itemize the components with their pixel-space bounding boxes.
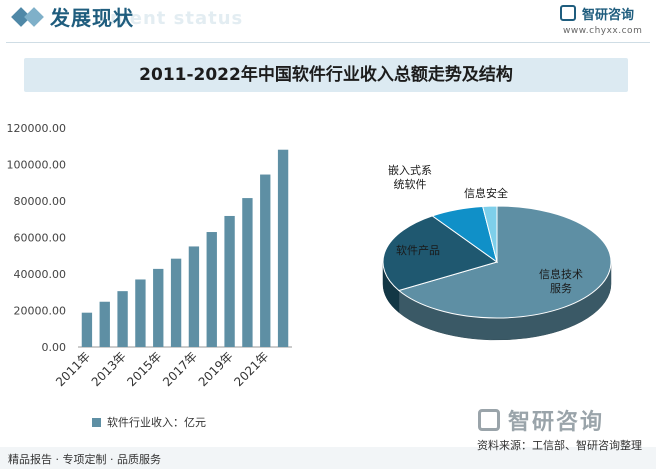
legend-swatch xyxy=(92,417,101,427)
page-footer: 精品报告 · 专项定制 · 品质服务 资料来源：工信部、智研咨询整理 xyxy=(0,439,656,469)
bar-2013年 xyxy=(117,291,128,347)
chart-legend: 软件行业收入：亿元 xyxy=(92,414,206,430)
x-tick-label: 2017年 xyxy=(160,349,200,389)
chart-title: 2011-2022年中国软件行业收入总额走势及结构 xyxy=(139,65,513,85)
y-tick-label: 60000.00 xyxy=(14,232,67,245)
pie-slice-信息安全 xyxy=(482,205,498,263)
bar-2019年 xyxy=(224,215,235,347)
chart-title-bar: 2011-2022年中国软件行业收入总额走势及结构 xyxy=(24,58,628,92)
footer-tagline: 精品报告 · 专项定制 · 品质服务 xyxy=(8,453,161,466)
bar-2021年 xyxy=(260,174,271,347)
brand-logo-icon xyxy=(478,409,500,431)
legend-label: 软件行业收入：亿元 xyxy=(107,416,206,429)
bar-2015年 xyxy=(153,268,164,347)
bar-2016年 xyxy=(170,258,182,347)
x-tick-label: 2015年 xyxy=(124,349,164,389)
header-title: 发展现状 xyxy=(50,6,134,30)
bar-2018年 xyxy=(206,232,217,347)
y-tick-label: 40000.00 xyxy=(14,268,67,281)
pie-label-嵌入式系统软件: 嵌入式系统软件 xyxy=(388,164,432,191)
y-tick-label: 0.00 xyxy=(42,341,67,354)
bar-2014年 xyxy=(135,279,146,347)
pie-label-信息技术服务: 信息技术服务 xyxy=(539,267,583,295)
header-ghost-text: ment status xyxy=(110,8,244,29)
logo-icon xyxy=(560,5,576,21)
brand-watermark: 智研咨询 xyxy=(478,404,604,436)
bar-2012年 xyxy=(99,301,110,347)
pie-slice-软件产品 xyxy=(382,215,499,292)
x-tick-label: 2021年 xyxy=(231,349,271,389)
brand-watermark-text: 智研咨询 xyxy=(508,410,605,435)
pie-label-软件产品: 软件产品 xyxy=(396,243,440,257)
pie-slice-信息技术服务 xyxy=(397,205,612,319)
y-tick-label: 80000.00 xyxy=(14,195,67,208)
x-tick-label: 2013年 xyxy=(89,349,129,389)
y-tick-label: 20000.00 xyxy=(14,305,67,318)
bar-chart: 0.00 20000.00 40000.00 60000.00 80000.00 1000… xyxy=(7,122,292,389)
y-tick-label: 120000.00 xyxy=(7,122,67,135)
bar-2020年 xyxy=(242,198,253,347)
x-tick-label: 2019年 xyxy=(196,349,236,389)
bar-2017年 xyxy=(188,246,200,347)
footer-source: 资料来源：工信部、智研咨询整理 xyxy=(477,439,642,452)
pie-label-信息安全: 信息安全 xyxy=(464,186,508,200)
bar-2022年 xyxy=(277,149,289,347)
page-header: ment status 发展现状 智研咨询 www.chyxx.com xyxy=(0,0,656,44)
logo-url: www.chyxx.com xyxy=(563,26,643,36)
x-tick-label: 2011年 xyxy=(53,349,93,389)
header-divider xyxy=(6,42,650,43)
y-tick-label: 100000.00 xyxy=(7,159,67,172)
bar-2011年 xyxy=(81,312,93,347)
logo-name: 智研咨询 xyxy=(582,8,635,23)
